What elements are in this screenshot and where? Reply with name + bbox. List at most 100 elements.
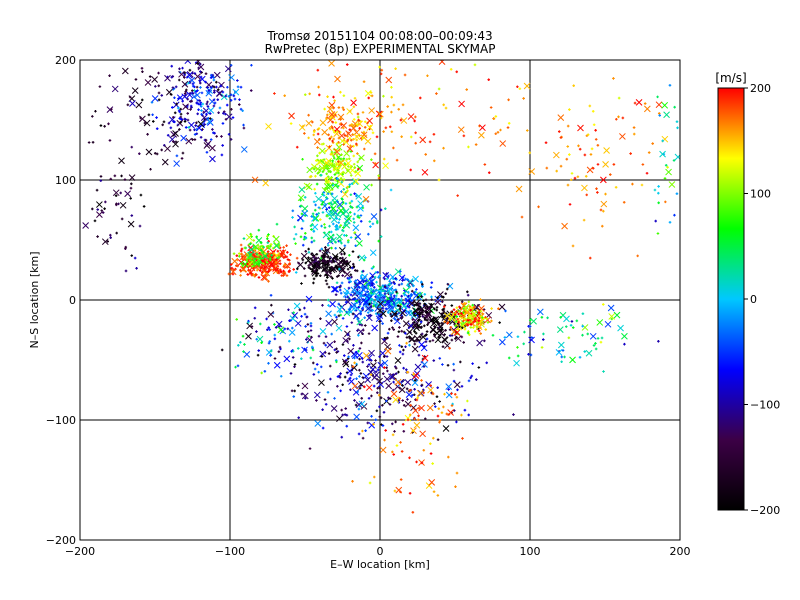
scatter-plus-mark [436,296,439,300]
scatter-plus-mark [617,115,620,119]
scatter-plus-mark [390,296,393,300]
scatter-plus-mark [397,283,401,287]
scatter-x-mark [297,194,305,202]
scatter-x-mark [277,326,285,334]
scatter-plus-mark [436,414,440,418]
scatter-plus-mark [278,262,282,266]
scatter-plus-mark [283,94,286,97]
scatter-x-mark [419,136,427,144]
scatter-plus-mark [293,365,296,368]
scatter-plus-mark [316,146,319,149]
scatter-plus-mark [487,171,491,175]
scatter-plus-mark [343,375,347,379]
scatter-plus-mark [530,336,534,339]
scatter-x-mark [356,351,363,359]
scatter-plus-mark [303,132,306,135]
scatter-plus-mark [469,319,472,322]
scatter-plus-mark [345,413,349,417]
scatter-plus-mark [344,202,348,205]
scatter-plus-mark [435,305,439,309]
scatter-plus-mark [367,232,370,236]
scatter-plus-mark [399,478,403,481]
scatter-plus-mark [209,76,213,80]
scatter-plus-mark [317,334,321,338]
scatter-plus-mark [560,360,563,364]
scatter-x-mark [352,224,360,232]
scatter-plus-mark [430,281,434,284]
scatter-x-mark [379,446,387,454]
scatter-plus-mark [277,325,281,328]
scatter-plus-mark [437,178,441,182]
scatter-plus-mark [213,131,216,135]
scatter-plus-mark [563,355,566,359]
scatter-plus-mark [259,241,263,245]
scatter-plus-mark [431,321,435,325]
scatter-x-mark [343,150,351,157]
scatter-plus-mark [239,268,242,272]
scatter-x-mark [197,120,205,128]
scatter-plus-mark [395,444,399,447]
scatter-plus-mark [581,324,584,328]
scatter-plus-mark [323,107,326,111]
scatter-plus-mark [353,399,356,402]
scatter-plus-mark [183,117,187,121]
scatter-plus-mark [324,335,328,338]
scatter-x-mark [453,329,461,336]
scatter-plus-mark [440,321,444,325]
scatter-plus-mark [199,86,202,89]
scatter-plus-mark [120,217,124,221]
scatter-plus-mark [520,215,524,219]
scatter-x-mark [164,74,171,82]
scatter-x-mark [323,247,331,254]
scatter-x-mark [368,349,375,357]
scatter-plus-mark [518,87,522,91]
scatter-plus-mark [253,306,257,310]
scatter-x-mark [344,159,352,167]
scatter-x-mark [371,324,379,332]
scatter-plus-mark [237,252,241,255]
scatter-plus-mark [364,303,368,306]
scatter-plus-mark [348,337,351,341]
scatter-x-mark [381,359,389,367]
scatter-plus-mark [370,183,373,187]
scatter-x-mark [326,183,334,190]
scatter-x-mark [261,267,269,275]
scatter-plus-mark [221,144,224,147]
scatter-plus-mark [445,287,449,291]
scatter-plus-mark [444,328,447,332]
scatter-plus-mark [342,262,345,266]
scatter-plus-mark [293,363,297,366]
scatter-plus-mark [327,206,331,209]
scatter-plus-mark [257,349,261,352]
scatter-plus-mark [427,312,431,316]
scatter-x-mark [330,216,338,223]
scatter-x-mark [329,300,336,308]
scatter-plus-mark [379,116,383,120]
scatter-x-mark [337,159,345,167]
scatter-plus-mark [319,173,323,177]
scatter-plus-mark [329,176,333,180]
scatter-x-mark [225,113,233,121]
scatter-plus-mark [204,138,208,142]
scatter-plus-mark [370,158,373,161]
scatter-x-mark [421,361,428,368]
scatter-x-mark [665,168,672,176]
scatter-x-mark [232,88,240,96]
scatter-x-mark [275,320,283,328]
scatter-plus-mark [142,205,146,208]
scatter-x-mark [343,221,351,229]
scatter-plus-mark [584,175,588,178]
scatter-plus-mark [388,282,391,286]
scatter-x-mark [298,124,306,131]
scatter-plus-mark [392,380,395,384]
scatter-plus-mark [315,182,319,186]
scatter-plus-mark [445,412,449,416]
scatter-x-mark [346,145,354,153]
scatter-plus-mark [321,426,325,430]
scatter-plus-mark [350,199,354,203]
scatter-plus-mark [382,411,386,414]
scatter-plus-mark [147,113,151,117]
scatter-plus-mark [349,150,353,153]
scatter-plus-mark [336,184,340,188]
scatter-x-mark [369,249,377,257]
